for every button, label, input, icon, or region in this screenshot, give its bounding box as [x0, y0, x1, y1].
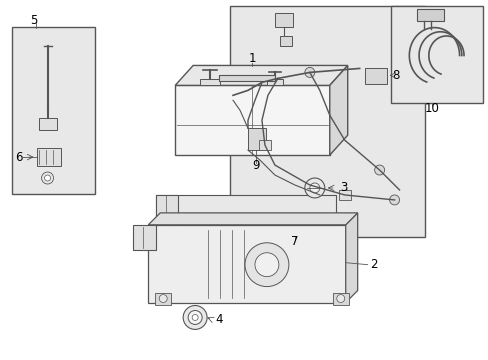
Polygon shape [175, 85, 329, 155]
Bar [37, 148, 61, 166]
Bar [274, 13, 292, 27]
Polygon shape [200, 80, 220, 85]
Circle shape [374, 165, 384, 175]
Text: 7: 7 [290, 235, 298, 248]
Polygon shape [148, 225, 345, 302]
Circle shape [304, 67, 314, 77]
Circle shape [254, 253, 278, 276]
Circle shape [304, 178, 324, 198]
Bar [390, 6, 482, 103]
Text: 2: 2 [369, 258, 376, 271]
Circle shape [192, 315, 198, 320]
Circle shape [188, 310, 202, 324]
Text: 10: 10 [424, 102, 439, 115]
Bar [259, 140, 270, 150]
Circle shape [44, 175, 50, 181]
Bar [155, 293, 171, 305]
Polygon shape [266, 80, 283, 85]
Text: 3: 3 [339, 181, 346, 194]
Bar [39, 118, 57, 130]
Polygon shape [219, 75, 274, 81]
Bar [338, 190, 350, 200]
Circle shape [336, 294, 344, 302]
Circle shape [389, 195, 399, 205]
Polygon shape [133, 225, 156, 250]
Bar [247, 128, 265, 150]
Bar [12, 27, 95, 194]
Bar [416, 9, 444, 21]
Polygon shape [148, 213, 357, 225]
Circle shape [183, 306, 207, 329]
Text: 8: 8 [392, 69, 399, 82]
Text: 4: 4 [215, 313, 222, 326]
Polygon shape [175, 66, 347, 85]
Bar [229, 6, 425, 237]
Circle shape [244, 243, 288, 287]
Circle shape [159, 294, 167, 302]
Circle shape [41, 172, 53, 184]
Polygon shape [329, 66, 347, 155]
Bar [364, 68, 386, 84]
Text: 5: 5 [31, 14, 38, 27]
Text: 9: 9 [252, 158, 259, 172]
Circle shape [309, 183, 319, 193]
Polygon shape [345, 213, 357, 302]
Polygon shape [156, 195, 335, 230]
Polygon shape [156, 195, 178, 230]
Text: 1: 1 [248, 52, 255, 65]
Text: 6: 6 [15, 150, 22, 163]
Bar [279, 36, 291, 45]
Bar [332, 293, 348, 305]
